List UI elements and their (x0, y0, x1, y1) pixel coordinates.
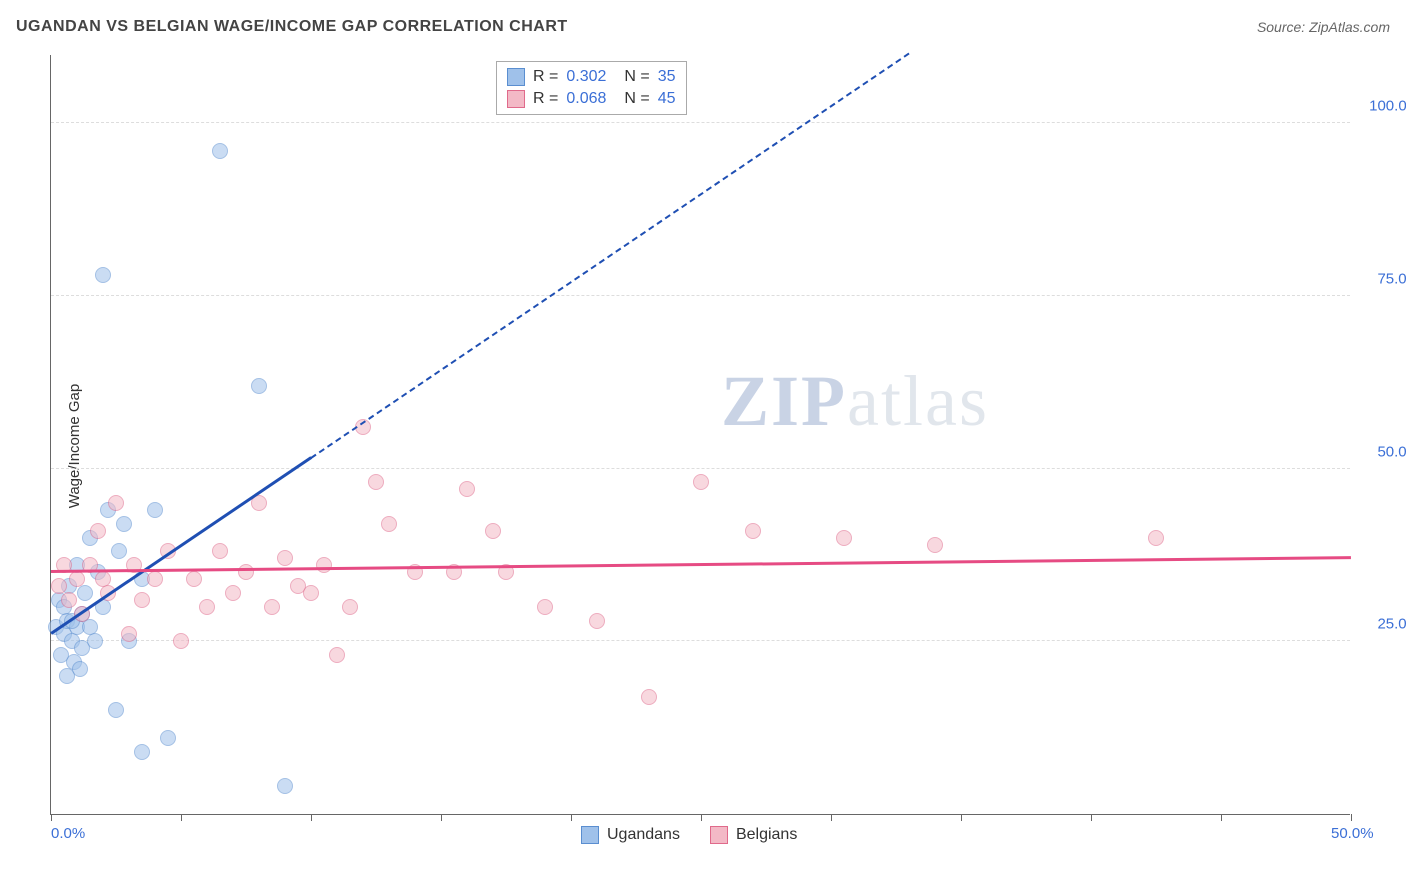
bottom-legend: Ugandans Belgians (581, 826, 797, 844)
data-point (147, 502, 163, 518)
data-point (90, 523, 106, 539)
watermark: ZIPatlas (721, 360, 989, 443)
data-point (69, 571, 85, 587)
chart-title: UGANDAN VS BELGIAN WAGE/INCOME GAP CORRE… (16, 18, 568, 36)
data-point (329, 647, 345, 663)
x-tick (831, 814, 832, 821)
stat-r-label: R = (533, 90, 558, 108)
legend-swatch (710, 826, 728, 844)
data-point (264, 599, 280, 615)
y-tick-label: 100.0% (1360, 98, 1406, 115)
y-tick-label: 50.0% (1360, 443, 1406, 460)
data-point (95, 267, 111, 283)
data-point (589, 613, 605, 629)
watermark-zip: ZIP (721, 361, 847, 441)
data-point (368, 474, 384, 490)
x-tick (441, 814, 442, 821)
data-point (186, 571, 202, 587)
data-point (147, 571, 163, 587)
x-tick (1091, 814, 1092, 821)
data-point (173, 633, 189, 649)
source-label: Source: ZipAtlas.com (1257, 19, 1390, 35)
data-point (277, 550, 293, 566)
data-point (836, 530, 852, 546)
stat-n-value: 35 (658, 68, 676, 86)
x-tick (311, 814, 312, 821)
x-tick (1351, 814, 1352, 821)
data-point (316, 557, 332, 573)
data-point (199, 599, 215, 615)
data-point (745, 523, 761, 539)
data-point (1148, 530, 1164, 546)
data-point (459, 481, 475, 497)
data-point (111, 543, 127, 559)
y-tick-label: 75.0% (1360, 270, 1406, 287)
data-point (485, 523, 501, 539)
stat-n-label: N = (624, 90, 649, 108)
legend-label: Ugandans (607, 826, 680, 844)
data-point (134, 592, 150, 608)
data-point (61, 592, 77, 608)
data-point (212, 543, 228, 559)
x-tick (51, 814, 52, 821)
stat-n-label: N = (624, 68, 649, 86)
data-point (116, 516, 132, 532)
data-point (77, 585, 93, 601)
data-point (225, 585, 241, 601)
data-point (134, 744, 150, 760)
data-point (87, 633, 103, 649)
watermark-atlas: atlas (847, 361, 989, 441)
legend-swatch (581, 826, 599, 844)
data-point (108, 702, 124, 718)
x-tick (1221, 814, 1222, 821)
data-point (537, 599, 553, 615)
grid-line (51, 468, 1350, 469)
x-tick-label: 50.0% (1331, 825, 1374, 842)
y-tick-label: 25.0% (1360, 616, 1406, 633)
stats-legend-box: R = 0.302 N = 35 R = 0.068 N = 45 (496, 61, 687, 115)
data-point (251, 378, 267, 394)
data-point (108, 495, 124, 511)
stat-r-label: R = (533, 68, 558, 86)
data-point (51, 578, 67, 594)
x-tick-label: 0.0% (51, 825, 85, 842)
data-point (927, 537, 943, 553)
data-point (381, 516, 397, 532)
data-point (121, 626, 137, 642)
data-point (238, 564, 254, 580)
stats-row: R = 0.068 N = 45 (507, 88, 676, 110)
data-point (160, 730, 176, 746)
chart-container: UGANDAN VS BELGIAN WAGE/INCOME GAP CORRE… (0, 0, 1406, 892)
grid-line (51, 122, 1350, 123)
x-tick (701, 814, 702, 821)
legend-swatch (507, 90, 525, 108)
x-tick (961, 814, 962, 821)
legend-item: Belgians (710, 826, 797, 844)
grid-line (51, 295, 1350, 296)
data-point (212, 143, 228, 159)
stat-r-value: 0.068 (566, 90, 606, 108)
legend-item: Ugandans (581, 826, 680, 844)
data-point (641, 689, 657, 705)
x-tick (181, 814, 182, 821)
data-point (693, 474, 709, 490)
grid-line (51, 640, 1350, 641)
stat-r-value: 0.302 (566, 68, 606, 86)
legend-swatch (507, 68, 525, 86)
data-point (277, 778, 293, 794)
data-point (72, 661, 88, 677)
header: UGANDAN VS BELGIAN WAGE/INCOME GAP CORRE… (16, 18, 1390, 36)
plot-area: ZIPatlas R = 0.302N = 35R = 0.068N = 45 … (50, 55, 1350, 815)
data-point (303, 585, 319, 601)
data-point (342, 599, 358, 615)
legend-label: Belgians (736, 826, 797, 844)
x-tick (571, 814, 572, 821)
stat-n-value: 45 (658, 90, 676, 108)
stats-row: R = 0.302 N = 35 (507, 66, 676, 88)
